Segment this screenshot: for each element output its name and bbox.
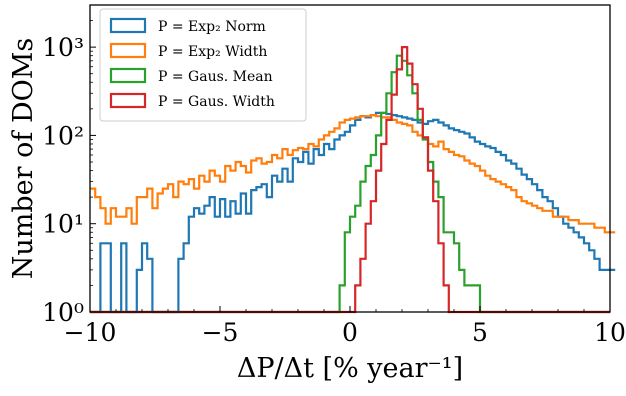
legend-label-2: P = Exp₂ Width xyxy=(158,44,267,60)
legend-label-3: P = Gaus. Mean xyxy=(158,69,273,85)
x-tick-label: −5 xyxy=(202,318,239,347)
legend: P = Exp₂ Norm P = Exp₂ Width P = Gaus. Mea… xyxy=(100,9,306,121)
series-line-2 xyxy=(90,115,615,232)
x-tick-label: 5 xyxy=(472,318,488,347)
legend-label-1: P = Exp₂ Norm xyxy=(158,19,266,35)
y-tick-label: 10² xyxy=(42,121,84,150)
y-axis-label: Number of DOMs xyxy=(8,38,39,279)
series-line-1 xyxy=(90,113,615,312)
y-tick-label: 10¹ xyxy=(42,210,84,239)
x-tick-label: 0 xyxy=(342,318,358,347)
x-tick-label: 10 xyxy=(594,318,626,347)
y-tick-label: 10³ xyxy=(42,33,84,62)
legend-label-4: P = Gaus. Width xyxy=(158,94,275,110)
x-axis-label: ΔP/Δt [% year⁻¹] xyxy=(237,353,463,384)
y-tick-label: 10⁰ xyxy=(42,298,84,327)
